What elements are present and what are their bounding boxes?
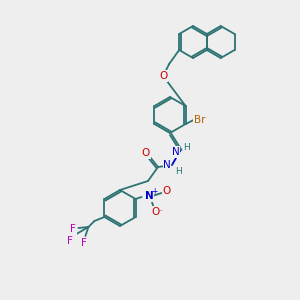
Text: N: N: [145, 191, 154, 201]
Text: H: H: [175, 167, 182, 176]
Text: H: H: [184, 143, 190, 152]
Text: O: O: [163, 186, 171, 196]
Text: F: F: [82, 238, 87, 248]
Text: F: F: [68, 236, 73, 246]
Text: F: F: [70, 224, 76, 234]
Text: Br: Br: [194, 115, 205, 125]
Text: O: O: [152, 207, 160, 217]
Text: O: O: [159, 71, 167, 81]
Text: ⁻: ⁻: [159, 208, 163, 217]
Text: +: +: [152, 188, 158, 196]
Text: N: N: [172, 147, 180, 157]
Text: O: O: [142, 148, 150, 158]
Text: N: N: [163, 160, 171, 170]
